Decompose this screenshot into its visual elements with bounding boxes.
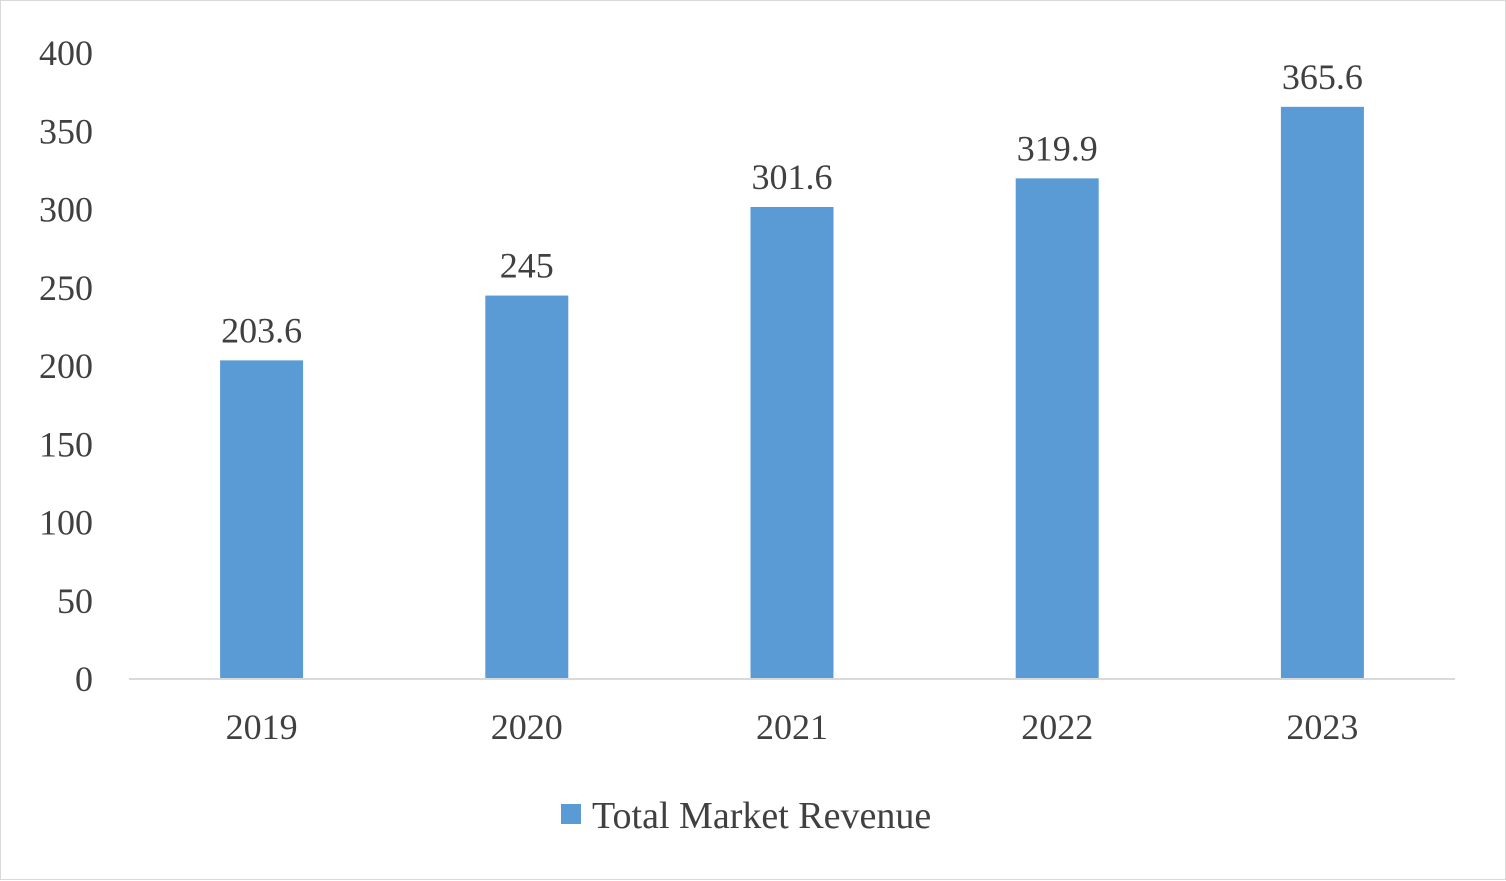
bar-2023 [1280,106,1364,679]
y-axis-tick-labels: 0 50 100 150 200 250 300 350 400 [39,33,93,699]
legend: Total Market Revenue [561,795,931,837]
x-tick-label-2023: 2023 [1286,707,1358,747]
x-tick-label-2019: 2019 [226,707,298,747]
data-label-2022: 319.9 [1017,128,1098,168]
bar-2022 [1015,178,1099,679]
y-tick-label: 0 [75,659,93,699]
data-labels-group: 203.6 245 301.6 319.9 365.6 [221,57,1363,351]
legend-label: Total Market Revenue [592,795,931,837]
bar-2021 [750,206,834,679]
x-tick-label-2020: 2020 [491,707,563,747]
bars-group [220,106,1364,679]
bar-2019 [220,360,304,679]
y-tick-label: 250 [39,268,93,308]
y-tick-label: 300 [39,190,93,230]
y-tick-label: 100 [39,503,93,543]
y-tick-label: 200 [39,346,93,386]
x-tick-label-2022: 2022 [1021,707,1093,747]
bar-2020 [485,295,569,679]
x-axis-tick-labels: 2019 2020 2021 2022 2023 [226,707,1359,747]
data-label-2019: 203.6 [221,310,302,350]
y-tick-label: 350 [39,111,93,151]
x-tick-label-2021: 2021 [756,707,828,747]
data-label-2020: 245 [500,246,554,286]
y-tick-label: 50 [57,581,93,621]
y-tick-label: 400 [39,33,93,73]
data-label-2023: 365.6 [1282,57,1363,97]
data-label-2021: 301.6 [752,157,833,197]
y-tick-label: 150 [39,424,93,464]
legend-swatch [561,804,581,824]
